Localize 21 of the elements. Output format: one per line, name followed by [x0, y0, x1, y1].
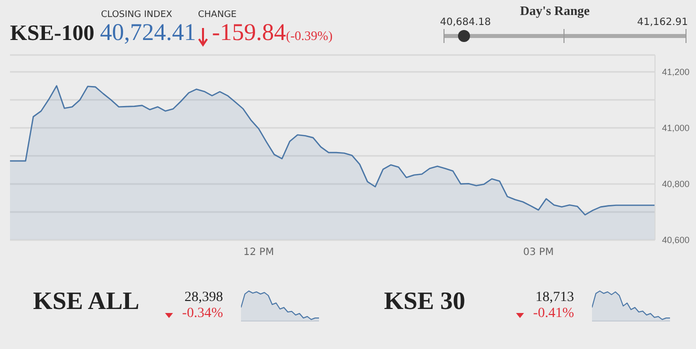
text: 28,398 — [184, 290, 223, 306]
text: 18,713 — [536, 290, 574, 306]
text: (-0.39%) — [286, 28, 333, 44]
chart-title: KSE 30 — [384, 288, 466, 316]
chart-title: KSE ALL — [33, 288, 140, 316]
text: 40,684.18 — [440, 17, 491, 28]
text: CHANGE — [198, 10, 237, 20]
y-tick-label: 41,200 — [662, 67, 690, 78]
text: -159.84 — [212, 20, 286, 47]
y-tick-label: 40,600 — [662, 235, 690, 246]
x-tick-label: 03 PM — [523, 247, 554, 258]
y-tick-label: 41,000 — [662, 123, 690, 134]
text: Day's Range — [520, 3, 590, 19]
y-tick-label: 40,800 — [662, 179, 690, 190]
text: CLOSING INDEX — [101, 10, 172, 20]
x-tick-label: 12 PM — [243, 247, 274, 258]
text: 40,724.41 — [100, 20, 196, 47]
text: -0.34% — [182, 306, 223, 322]
text: 41,162.91 — [637, 17, 688, 28]
text: -0.41% — [533, 306, 574, 322]
chart-title: KSE-100 — [10, 20, 94, 46]
